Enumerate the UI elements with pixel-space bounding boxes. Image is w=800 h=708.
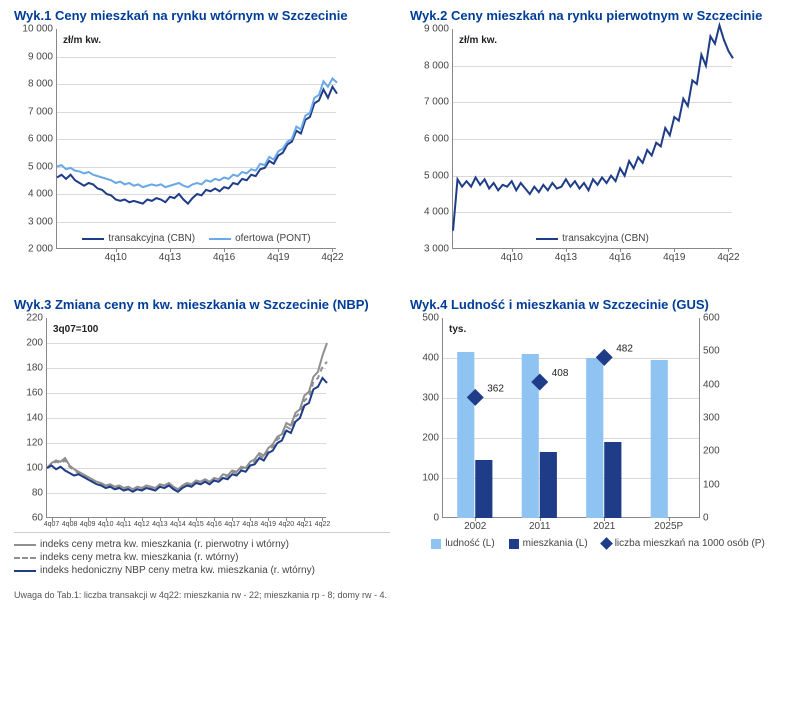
chart4-plot-area: 01002003004005000100200300400500600tys.2… <box>442 318 700 518</box>
footnote: Uwaga do Tab.1: liczba transakcji w 4q22… <box>14 590 786 600</box>
chart-grid: Wyk.1 Ceny mieszkań na rynku wtórnym w S… <box>14 8 786 576</box>
svg-text:362: 362 <box>487 383 504 394</box>
chart1-title: Wyk.1 Ceny mieszkań na rynku wtórnym w S… <box>14 8 390 23</box>
chart2-plot-area: 3 0004 0005 0006 0007 0008 0009 0004q104… <box>452 29 732 249</box>
chart3-legend: indeks ceny metra kw. mieszkania (r. pie… <box>14 532 390 576</box>
chart1-panel: Wyk.1 Ceny mieszkań na rynku wtórnym w S… <box>14 8 390 267</box>
svg-text:482: 482 <box>616 343 633 354</box>
chart2-title: Wyk.2 Ceny mieszkań na rynku pierwotnym … <box>410 8 786 23</box>
chart1-plot-area: 2 0003 0004 0005 0006 0007 0008 0009 000… <box>56 29 336 249</box>
svg-text:408: 408 <box>552 368 569 379</box>
chart3-panel: Wyk.3 Zmiana ceny m kw. mieszkania w Szc… <box>14 297 390 576</box>
chart3-plot-area: 60801001201401601802002204q074q084q094q1… <box>46 318 326 518</box>
chart4-title: Wyk.4 Ludność i mieszkania w Szczecinie … <box>410 297 786 312</box>
chart3-title: Wyk.3 Zmiana ceny m kw. mieszkania w Szc… <box>14 297 390 312</box>
chart4-legend: ludność (L)mieszkania (L)liczba mieszkań… <box>410 536 786 549</box>
chart4-panel: Wyk.4 Ludność i mieszkania w Szczecinie … <box>410 297 786 576</box>
chart2-panel: Wyk.2 Ceny mieszkań na rynku pierwotnym … <box>410 8 786 267</box>
